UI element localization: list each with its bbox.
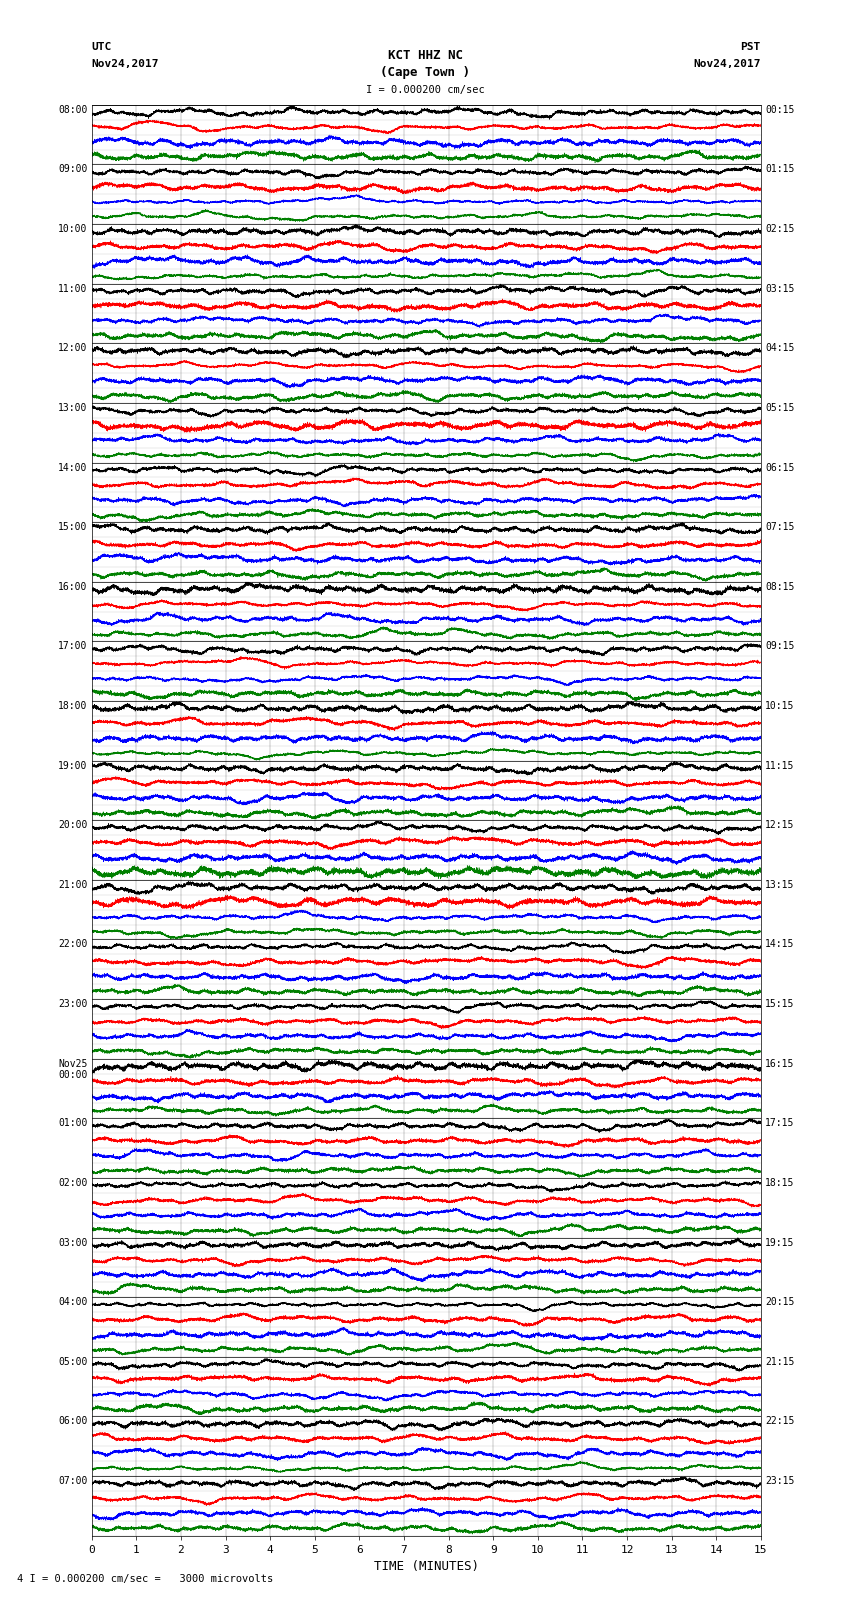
Text: 07:00: 07:00 — [58, 1476, 88, 1486]
Text: 21:15: 21:15 — [765, 1357, 795, 1366]
Text: 13:00: 13:00 — [58, 403, 88, 413]
Text: 14:15: 14:15 — [765, 939, 795, 950]
Text: PST: PST — [740, 42, 761, 52]
Text: KCT HHZ NC: KCT HHZ NC — [388, 48, 462, 63]
Text: 22:15: 22:15 — [765, 1416, 795, 1426]
Text: 02:00: 02:00 — [58, 1177, 88, 1187]
Text: 11:00: 11:00 — [58, 284, 88, 294]
Text: 21:00: 21:00 — [58, 879, 88, 890]
Text: 12:15: 12:15 — [765, 821, 795, 831]
Text: 05:00: 05:00 — [58, 1357, 88, 1366]
Text: 06:15: 06:15 — [765, 463, 795, 473]
Text: 13:15: 13:15 — [765, 879, 795, 890]
Text: 02:15: 02:15 — [765, 224, 795, 234]
Text: 06:00: 06:00 — [58, 1416, 88, 1426]
Text: 17:00: 17:00 — [58, 642, 88, 652]
Text: 16:00: 16:00 — [58, 582, 88, 592]
Text: 23:00: 23:00 — [58, 998, 88, 1010]
Text: 17:15: 17:15 — [765, 1118, 795, 1127]
Text: 09:00: 09:00 — [58, 165, 88, 174]
Text: 12:00: 12:00 — [58, 344, 88, 353]
Text: 15:15: 15:15 — [765, 998, 795, 1010]
Text: 01:15: 01:15 — [765, 165, 795, 174]
Text: 19:00: 19:00 — [58, 761, 88, 771]
Text: 22:00: 22:00 — [58, 939, 88, 950]
Text: 10:15: 10:15 — [765, 702, 795, 711]
Text: 05:15: 05:15 — [765, 403, 795, 413]
Text: 15:00: 15:00 — [58, 523, 88, 532]
Text: 14:00: 14:00 — [58, 463, 88, 473]
Text: 03:00: 03:00 — [58, 1237, 88, 1247]
X-axis label: TIME (MINUTES): TIME (MINUTES) — [374, 1560, 479, 1573]
Text: 07:15: 07:15 — [765, 523, 795, 532]
Text: 11:15: 11:15 — [765, 761, 795, 771]
Text: 00:15: 00:15 — [765, 105, 795, 115]
Text: 10:00: 10:00 — [58, 224, 88, 234]
Text: 4 I = 0.000200 cm/sec =   3000 microvolts: 4 I = 0.000200 cm/sec = 3000 microvolts — [17, 1574, 273, 1584]
Text: 04:15: 04:15 — [765, 344, 795, 353]
Text: 18:00: 18:00 — [58, 702, 88, 711]
Text: 08:00: 08:00 — [58, 105, 88, 115]
Text: Nov24,2017: Nov24,2017 — [694, 60, 761, 69]
Text: 09:15: 09:15 — [765, 642, 795, 652]
Text: UTC: UTC — [92, 42, 112, 52]
Text: 01:00: 01:00 — [58, 1118, 88, 1127]
Text: Nov25
00:00: Nov25 00:00 — [58, 1058, 88, 1081]
Text: (Cape Town ): (Cape Town ) — [380, 66, 470, 79]
Text: Nov24,2017: Nov24,2017 — [92, 60, 159, 69]
Text: I = 0.000200 cm/sec: I = 0.000200 cm/sec — [366, 85, 484, 95]
Text: 08:15: 08:15 — [765, 582, 795, 592]
Text: 16:15: 16:15 — [765, 1058, 795, 1069]
Text: 18:15: 18:15 — [765, 1177, 795, 1187]
Text: 04:00: 04:00 — [58, 1297, 88, 1307]
Text: 03:15: 03:15 — [765, 284, 795, 294]
Text: 20:00: 20:00 — [58, 821, 88, 831]
Text: 20:15: 20:15 — [765, 1297, 795, 1307]
Text: 19:15: 19:15 — [765, 1237, 795, 1247]
Text: 23:15: 23:15 — [765, 1476, 795, 1486]
